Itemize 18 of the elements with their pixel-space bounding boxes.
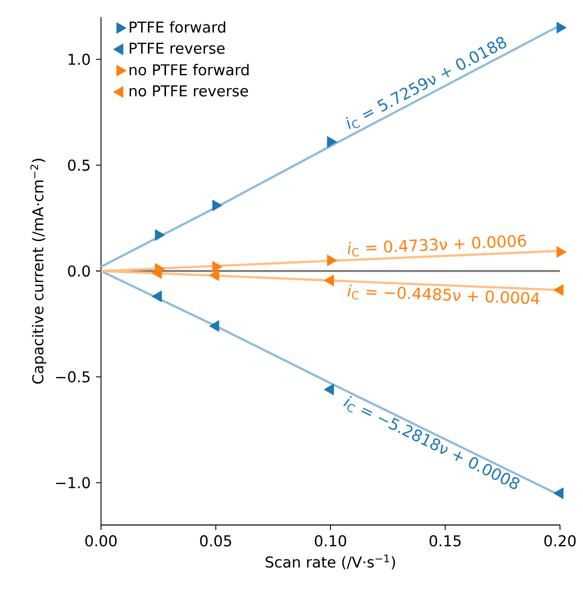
y-tick-label: 1.0 bbox=[68, 54, 90, 65]
x-tick-label: 0.20 bbox=[544, 535, 576, 546]
x-axis-title: Scan rate (/V·s$^{−1}$) bbox=[266, 554, 395, 570]
annotation: i$_{C}$ = 0.4733ν + 0.0006 bbox=[348, 234, 526, 256]
legend-label: no PTFE forward bbox=[130, 64, 249, 76]
x-tick-label: 0.10 bbox=[314, 535, 346, 546]
legend-label: PTFE reverse bbox=[130, 42, 225, 54]
x-tick-label: 0.00 bbox=[85, 535, 117, 546]
x-tick-label: 0.05 bbox=[200, 535, 232, 546]
legend-label: no PTFE reverse bbox=[130, 85, 248, 97]
y-axis-title: Capacitive current (/mA·cm$^{−2}$) bbox=[30, 158, 46, 384]
y-tick-label: 0.5 bbox=[68, 160, 90, 171]
legend-label: PTFE forward bbox=[130, 21, 226, 33]
x-tick-label: 0.15 bbox=[430, 535, 461, 546]
annotation: i$_{C}$ = −0.4485ν + 0.0004 bbox=[347, 284, 540, 304]
y-tick-label: −0.5 bbox=[56, 371, 90, 382]
y-tick-label: −1.0 bbox=[56, 477, 90, 488]
y-tick-label: 0.0 bbox=[68, 265, 90, 277]
